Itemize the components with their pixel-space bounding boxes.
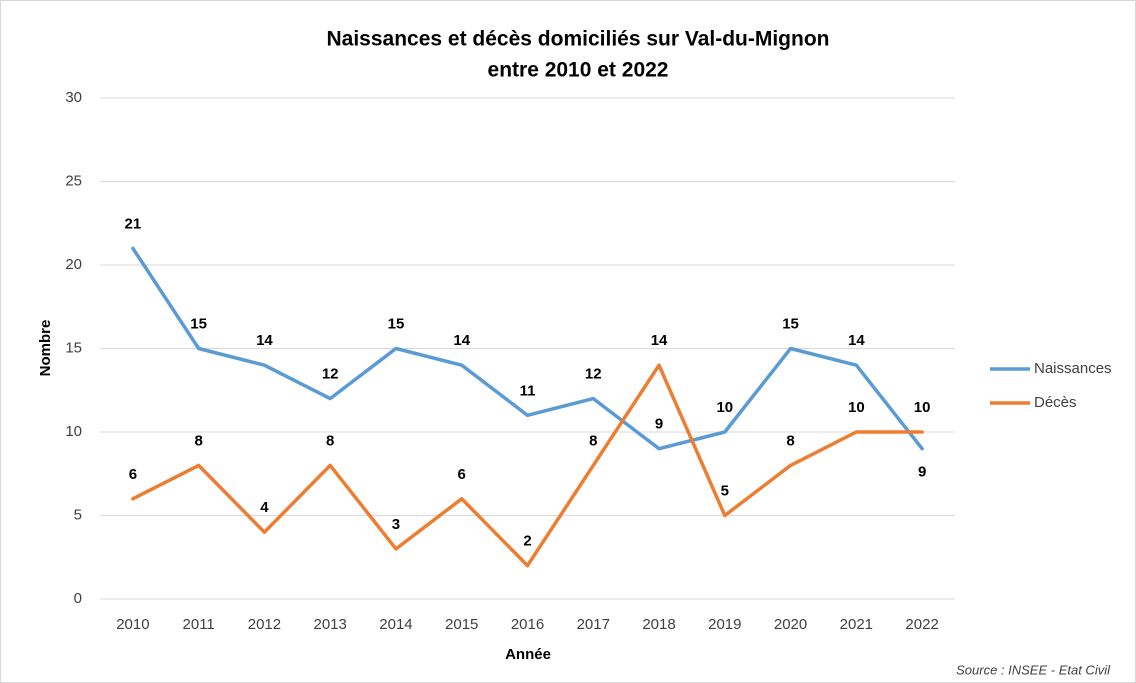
y-tick-label: 5 [74,506,82,523]
data-label: 12 [585,366,602,383]
data-label: 14 [453,332,470,349]
data-label: 14 [651,332,668,349]
data-label: 8 [326,432,334,449]
x-axis-label: Année [505,646,551,663]
data-label: 9 [918,464,926,481]
x-tick-label: 2013 [314,616,347,633]
y-tick-label: 0 [74,590,82,607]
x-tick-label: 2016 [511,616,544,633]
x-tick-label: 2010 [116,616,149,633]
data-label: 10 [914,399,931,416]
data-label: 8 [194,432,202,449]
data-label: 14 [256,332,273,349]
y-axis-label: Nombre [37,320,54,377]
series-line [131,246,924,451]
data-label: 6 [458,466,466,483]
y-tick-label: 20 [65,256,82,273]
data-label: 12 [322,366,339,383]
data-label: 2 [523,533,531,550]
data-label: 4 [260,499,269,516]
x-tick-label: 2018 [642,616,675,633]
legend-label: Naissances [1034,360,1112,377]
data-label: 8 [786,432,794,449]
data-label: 6 [129,466,137,483]
data-label: 15 [782,315,799,332]
source-note: Source : INSEE - Etat Civil [956,662,1111,677]
x-tick-label: 2019 [708,616,741,633]
data-label: 15 [388,315,405,332]
data-label: 15 [190,315,207,332]
x-tick-label: 2022 [905,616,938,633]
data-label: 10 [716,399,733,416]
x-tick-label: 2015 [445,616,478,633]
x-tick-label: 2012 [248,616,281,633]
x-tick-label: 2014 [379,616,412,633]
chart-title: Naissances et décès domiciliés sur Val-d… [327,28,830,51]
data-label: 5 [721,482,729,499]
series-line [131,363,924,568]
y-tick-label: 30 [65,89,82,106]
x-tick-label: 2011 [183,616,215,633]
x-tick-label: 2017 [577,616,610,633]
data-label: 21 [125,215,142,232]
x-tick-label: 2020 [774,616,807,633]
data-label: 9 [655,416,663,433]
x-tick-label: 2021 [840,616,873,633]
legend-label: Décès [1034,394,1077,411]
y-tick-label: 15 [65,339,82,356]
y-tick-label: 10 [65,423,82,440]
y-tick-label: 25 [65,172,82,189]
chart-title: entre 2010 et 2022 [488,59,669,82]
data-label: 11 [520,382,536,399]
data-label: 3 [392,516,400,533]
data-label: 8 [589,432,597,449]
data-label: 10 [848,399,865,416]
data-label: 14 [848,332,865,349]
